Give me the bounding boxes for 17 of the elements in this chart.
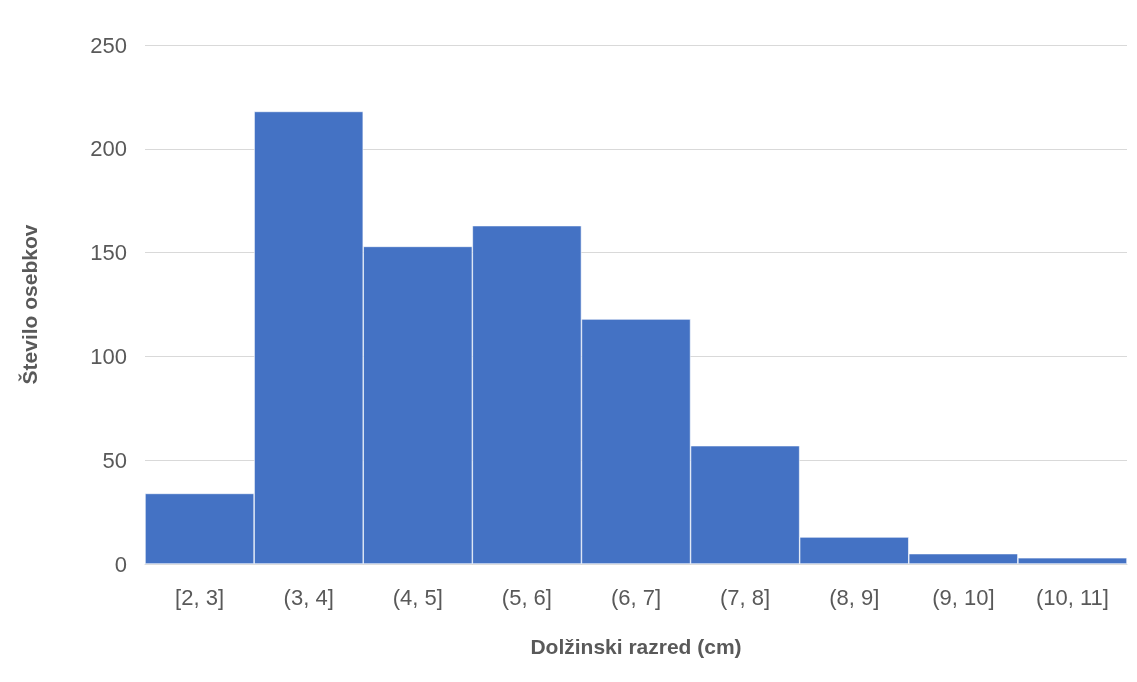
y-axis-title: Število osebkov [18,224,41,385]
x-tick-label: (6, 7] [610,584,662,610]
x-tick-label: (5, 6] [501,584,552,610]
y-tick-label: 250 [90,32,127,58]
y-tick-label: 100 [90,343,127,369]
y-tick-label: 200 [90,136,127,162]
x-tick-label: (10, 11] [1035,584,1109,610]
x-tick-label: (4, 5] [392,584,443,610]
x-tick-label: (3, 4] [283,584,334,610]
y-tick-label: 150 [90,240,127,266]
x-tick-label: [2, 3] [175,584,225,610]
x-tick-label: (7, 8] [720,584,771,610]
x-tick-label: (9, 10] [932,584,995,610]
y-tick-label: 0 [114,551,127,577]
x-tick-label: (8, 9] [829,584,880,610]
x-axis-title: Dolžinski razred (cm) [530,635,742,658]
y-tick-label: 50 [102,447,127,473]
